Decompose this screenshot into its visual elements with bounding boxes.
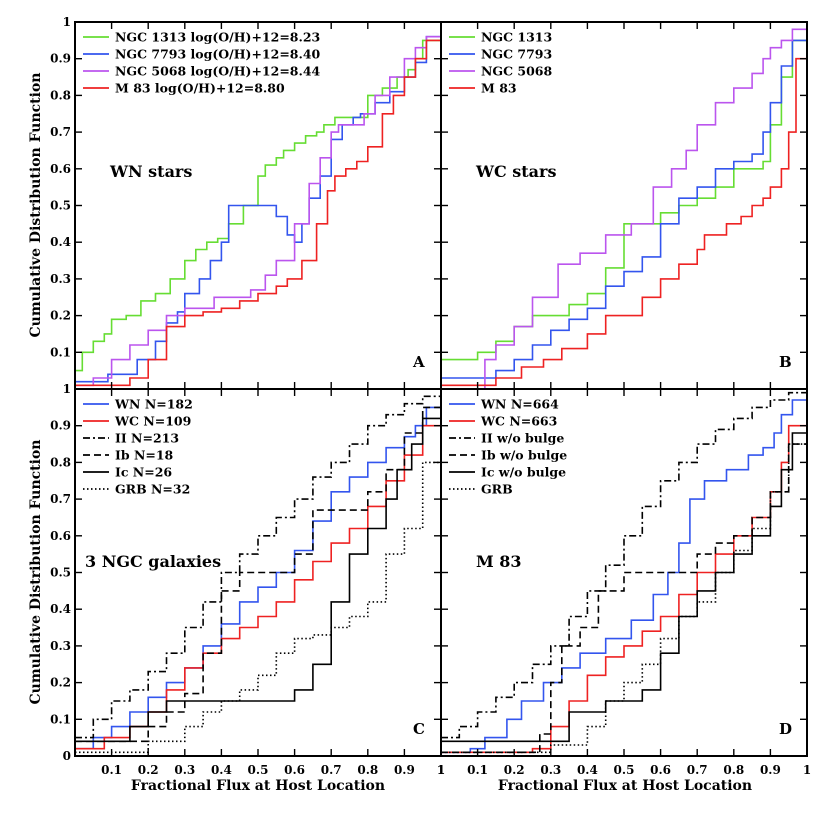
y-axis-label-bottom: Cumulative Distribution Function (28, 440, 44, 705)
x-tick-label: 0.5 (614, 763, 635, 777)
legend-label: Ic w/o bulge (481, 465, 566, 480)
x-tick-label: 0.7 (321, 763, 342, 777)
legend-label: II w/o bulge (481, 431, 564, 446)
x-axis-label-right: Fractional Flux at Host Location (498, 778, 752, 794)
legend-label: GRB N=32 (115, 482, 190, 497)
panel-letter: A (412, 353, 425, 371)
legend-label: II N=213 (115, 431, 179, 446)
x-tick-label: 0.7 (687, 763, 708, 777)
panel-C: 0 0.1 0.2 0.3 0.4 0.5 0.6 0.7 0.8 0.9 1 0.1 0.2 0.3 0.… (50, 382, 445, 777)
panel-A: 0.1 0.2 0.3 0.4 0.5 0.6 0.7 0.8 0.9 1 NGC 1313 log… (50, 15, 442, 390)
series-line-A-m-83 (75, 22, 441, 387)
y-tick-label: 0.7 (50, 125, 71, 139)
panel-letter: D (779, 720, 792, 738)
legend-label: Ic N=26 (115, 465, 172, 480)
legend-label: NGC 5068 log(O/H)+12=8.44 (115, 64, 321, 79)
y-tick-label: 1 (63, 382, 71, 396)
panel-letter: B (779, 353, 792, 371)
x-tick-label: 1 (803, 763, 811, 777)
y-tick-label: 0.9 (50, 52, 71, 66)
series-line-A-ngc-5068 (75, 22, 441, 387)
legend-label: Ib N=18 (115, 448, 174, 463)
x-tick-label: 0.2 (138, 763, 159, 777)
panel-title: WN stars (109, 162, 192, 181)
x-tick-label: 0.4 (577, 763, 598, 777)
panel-title: WC stars (475, 162, 556, 181)
series-line-C-grb (75, 389, 441, 754)
x-tick-label: 0.4 (211, 763, 232, 777)
legend-label: M 83 (481, 81, 517, 96)
panel-B: NGC 1313 NGC 7793 NGC 5068 M 83 WC stars B (440, 21, 808, 390)
series-line-A-ngc-1313 (75, 22, 441, 372)
x-tick-label: 0.8 (357, 763, 378, 777)
series-line-B-ngc-7793 (441, 22, 807, 379)
legend-label: WN N=664 (480, 397, 559, 412)
legend-label: WC N=109 (114, 414, 191, 429)
y-tick-label: 0.8 (50, 455, 71, 469)
y-tick-label: 0.6 (50, 529, 71, 543)
legend-label: Ib w/o bulge (481, 448, 567, 463)
y-tick-label: 0.5 (50, 566, 71, 580)
x-tick-label: 0.9 (394, 763, 415, 777)
x-tick-label: 0.6 (284, 763, 305, 777)
x-tick-label: 0.6 (650, 763, 671, 777)
legend-label: NGC 7793 log(O/H)+12=8.40 (115, 47, 321, 62)
y-tick-label: 1 (63, 15, 71, 29)
y-tick-label: 0.1 (50, 345, 71, 359)
series-line-C-ii (75, 389, 441, 739)
legend-label: WC N=663 (480, 414, 557, 429)
x-tick-label: 1 (437, 763, 445, 777)
series-line-B-m-83 (441, 22, 807, 387)
panel-title: M 83 (476, 552, 522, 571)
series-line-B-ngc-5068 (441, 22, 807, 389)
y-tick-label: 0 (63, 749, 71, 763)
y-tick-label: 0.5 (50, 199, 71, 213)
y-tick-label: 0.2 (50, 676, 71, 690)
panel-D: 1 0.1 0.2 0.3 0.4 0.5 0.6 0.7 0.8 0.9 1 WN N=664 WC … (437, 388, 811, 777)
panel-letter: C (413, 720, 425, 738)
legend-label: M 83 log(O/H)+12=8.80 (115, 81, 285, 96)
x-tick-label: 0.9 (760, 763, 781, 777)
x-tick-label: 0.1 (101, 763, 122, 777)
y-tick-label: 0.3 (50, 639, 71, 653)
x-tick-label: 0.3 (174, 763, 195, 777)
y-tick-label: 0.4 (50, 235, 71, 249)
series-line-C-ic (75, 389, 441, 743)
series-line-C-ib (75, 389, 441, 743)
y-tick-label: 0.2 (50, 309, 71, 323)
y-tick-label: 0.4 (50, 602, 71, 616)
x-tick-label: 0.3 (540, 763, 561, 777)
y-tick-label: 0.3 (50, 272, 71, 286)
y-tick-label: 0.9 (50, 419, 71, 433)
legend-label: NGC 1313 log(O/H)+12=8.23 (115, 30, 320, 45)
legend-label: NGC 7793 (481, 47, 552, 62)
legend-label: WN N=182 (114, 397, 193, 412)
x-tick-label: 1 (437, 763, 445, 777)
legend-label: NGC 1313 (481, 30, 552, 45)
x-axis-label-left: Fractional Flux at Host Location (131, 778, 385, 794)
panel-title: 3 NGC galaxies (85, 552, 221, 571)
y-tick-label: 0.1 (50, 712, 71, 726)
legend-label: NGC 5068 (481, 64, 552, 79)
x-tick-label: 0.5 (248, 763, 269, 777)
y-tick-label: 0.8 (50, 88, 71, 102)
y-axis-label-top: Cumulative Distribution Function (28, 73, 44, 338)
y-tick-label: 0.7 (50, 492, 71, 506)
x-tick-label: 0.2 (504, 763, 525, 777)
y-tick-label: 0.6 (50, 162, 71, 176)
legend-label: GRB (481, 482, 513, 497)
x-tick-label: 0.8 (723, 763, 744, 777)
series-line-D-grb (441, 389, 807, 754)
x-tick-label: 0.1 (467, 763, 488, 777)
series-line-D-wn (441, 389, 807, 754)
series-line-D-ii-w-o-bulge (441, 389, 807, 739)
